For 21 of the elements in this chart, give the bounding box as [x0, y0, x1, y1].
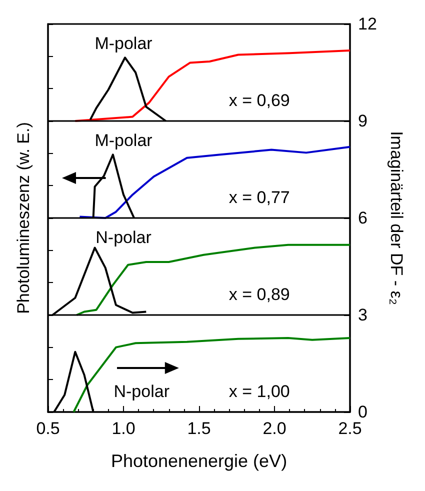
annotation: N-polar — [96, 228, 152, 247]
x-tick-label: 1.5 — [187, 419, 211, 438]
annotation: x = 0,77 — [228, 188, 290, 208]
x-tick-label: 2.5 — [338, 419, 362, 438]
annotation: M-polar — [94, 34, 153, 53]
x-tick-label: 1.0 — [112, 419, 136, 438]
annotation: x = 0,89 — [228, 285, 290, 304]
y2-tick-label: 9 — [358, 112, 368, 130]
x-axis-title: Photonenenergie (eV) — [110, 451, 288, 471]
y2-tick-label: 3 — [358, 306, 368, 324]
x-tick-label: 2.0 — [262, 419, 286, 438]
y2-tick-label: 0 — [358, 402, 368, 422]
x-tick-label: 0.5 — [36, 419, 60, 438]
annotation: N-polar — [114, 382, 170, 402]
y2-tick-label: 6 — [358, 208, 368, 228]
annotation: x = 0,69 — [228, 91, 290, 110]
annotation: x = 1,00 — [228, 382, 290, 402]
y2-axis-title: Imaginärteil der DF - ε₂ — [387, 131, 406, 305]
y2-tick-label: 12 — [358, 14, 377, 34]
annotation: M-polar — [94, 130, 153, 150]
y-axis-title: Photolumineszenz (w. E.) — [14, 122, 33, 314]
